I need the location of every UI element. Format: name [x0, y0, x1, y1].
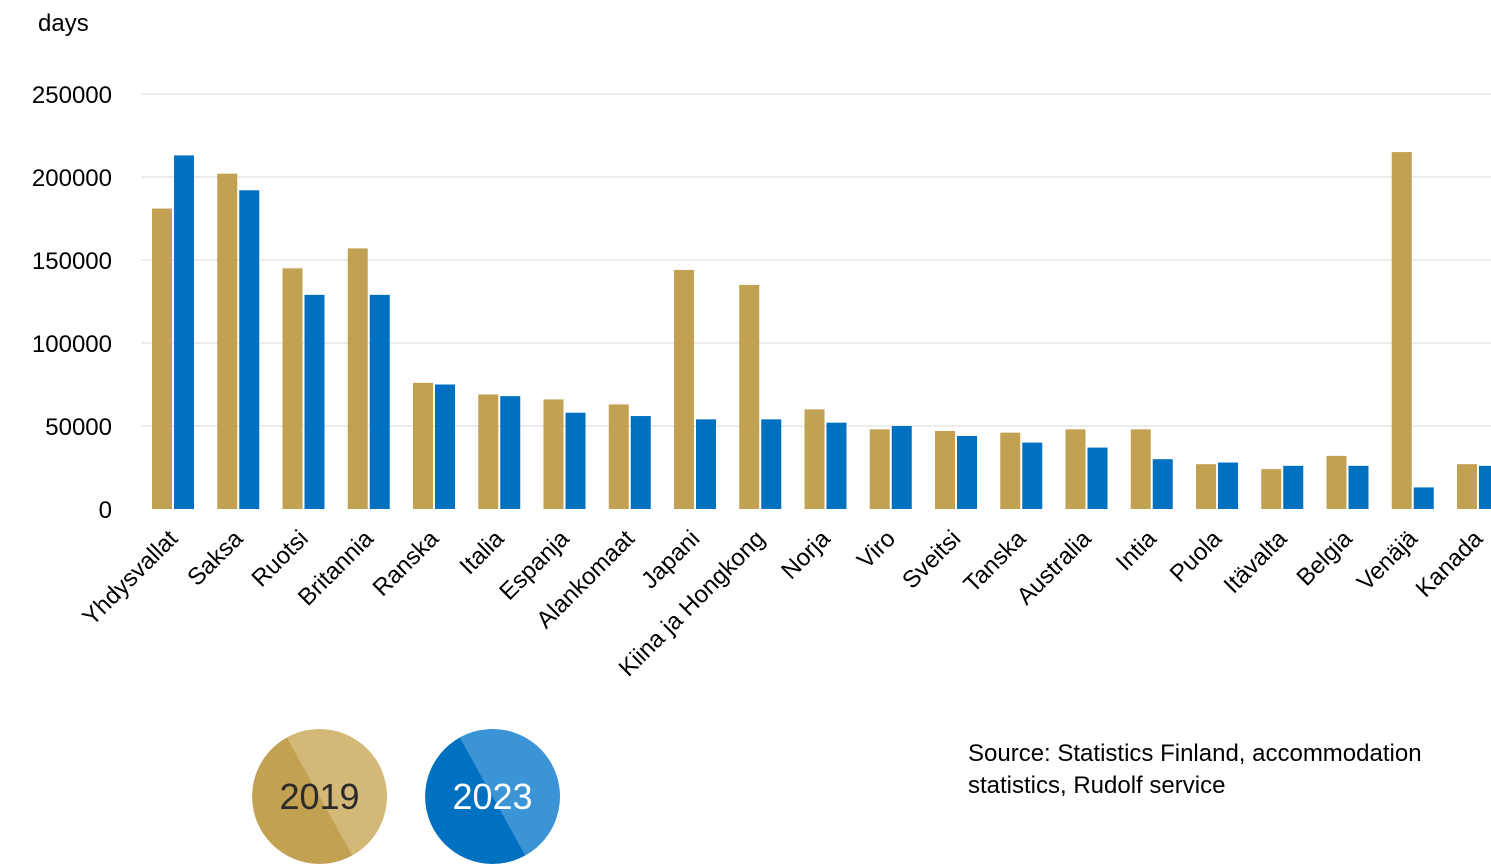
bar-2023-20	[1479, 465, 1491, 509]
x-tick-label: Italia	[455, 525, 510, 580]
bar-2019-15	[1130, 429, 1151, 509]
bar-2019-10	[804, 409, 825, 509]
bar-2023-19	[1413, 487, 1434, 509]
y-tick-label: 150000	[32, 248, 112, 275]
x-tick-label: Sveitsi	[897, 525, 966, 594]
legend-2019-shape	[252, 729, 387, 864]
bar-2023-5	[500, 396, 521, 509]
x-tick-label: Viro	[852, 525, 901, 574]
bar-2019-4	[413, 382, 433, 509]
x-tick-label: Saksa	[182, 525, 249, 592]
bar-2023-14	[1087, 447, 1108, 509]
bar-2023-17	[1283, 465, 1304, 509]
bar-2019-5	[478, 394, 499, 509]
bar-2019-17	[1261, 469, 1282, 509]
bar-2019-18	[1326, 455, 1347, 509]
bar-2023-13	[1022, 442, 1043, 509]
bar-2023-9	[761, 419, 782, 509]
legend-2019-badge: 2019	[252, 729, 387, 864]
y-tick-label: 250000	[32, 82, 112, 109]
bar-2023-8	[696, 419, 716, 509]
bar-2023-12	[957, 435, 977, 509]
x-tick-label: Ranska	[368, 525, 445, 602]
bar-2023-3	[369, 294, 390, 509]
source-line-1: Source: Statistics Finland, accommodatio…	[968, 740, 1422, 767]
bar-2019-11	[869, 429, 890, 509]
source-line-2: statistics, Rudolf service	[968, 772, 1226, 799]
legend-2023-badge: 2023	[425, 729, 560, 864]
y-tick-label: 200000	[32, 165, 112, 192]
bar-2019-0	[152, 208, 172, 510]
gridlines	[141, 93, 1491, 427]
bar-2019-7	[608, 404, 629, 509]
bar-2019-8	[674, 269, 694, 509]
bar-2023-1	[239, 190, 260, 509]
legend-2023-shape	[425, 729, 560, 864]
bar-2019-3	[347, 248, 368, 509]
bars	[152, 152, 1491, 510]
bar-2019-9	[739, 284, 760, 509]
bar-2023-15	[1152, 459, 1173, 509]
bar-2019-16	[1196, 464, 1216, 509]
bar-2023-18	[1348, 465, 1369, 509]
x-tick-label: Itävalta	[1219, 525, 1293, 599]
bar-2019-12	[935, 430, 955, 509]
x-tick-label: Puola	[1165, 525, 1228, 588]
bar-2023-11	[891, 426, 912, 509]
y-axis-ticks: 0 50000 100000 150000 200000 250000	[32, 82, 112, 524]
bar-2023-16	[1218, 462, 1238, 509]
bar-2023-10	[826, 422, 847, 509]
x-tick-label: Kanada	[1411, 525, 1489, 603]
bar-2023-4	[435, 384, 455, 509]
bar-2023-2	[304, 294, 325, 509]
bar-2023-0	[174, 155, 194, 510]
source-note: Source: Statistics Finland, accommodatio…	[968, 738, 1488, 802]
y-tick-label: 0	[99, 497, 112, 524]
bar-2019-2	[282, 268, 303, 509]
bar-2019-19	[1391, 152, 1412, 509]
x-tick-label: Norja	[776, 525, 836, 585]
x-tick-label: Belgia	[1291, 525, 1358, 592]
bar-2023-7	[630, 416, 651, 509]
x-tick-label: Intia	[1111, 525, 1163, 577]
bar-2019-6	[543, 399, 564, 509]
x-tick-label: Yhdysvallat	[77, 525, 183, 631]
bar-2019-14	[1065, 429, 1086, 509]
y-axis-label: days	[38, 10, 89, 37]
bar-2019-20	[1457, 464, 1477, 509]
bar-2023-6	[565, 412, 586, 509]
bar-2019-13	[1000, 432, 1021, 509]
legend-2023-label: 2023	[452, 775, 533, 817]
legend-2019-label: 2019	[279, 775, 360, 817]
y-tick-label: 100000	[32, 331, 112, 358]
bar-2019-1	[217, 173, 238, 509]
y-tick-label: 50000	[45, 414, 112, 441]
